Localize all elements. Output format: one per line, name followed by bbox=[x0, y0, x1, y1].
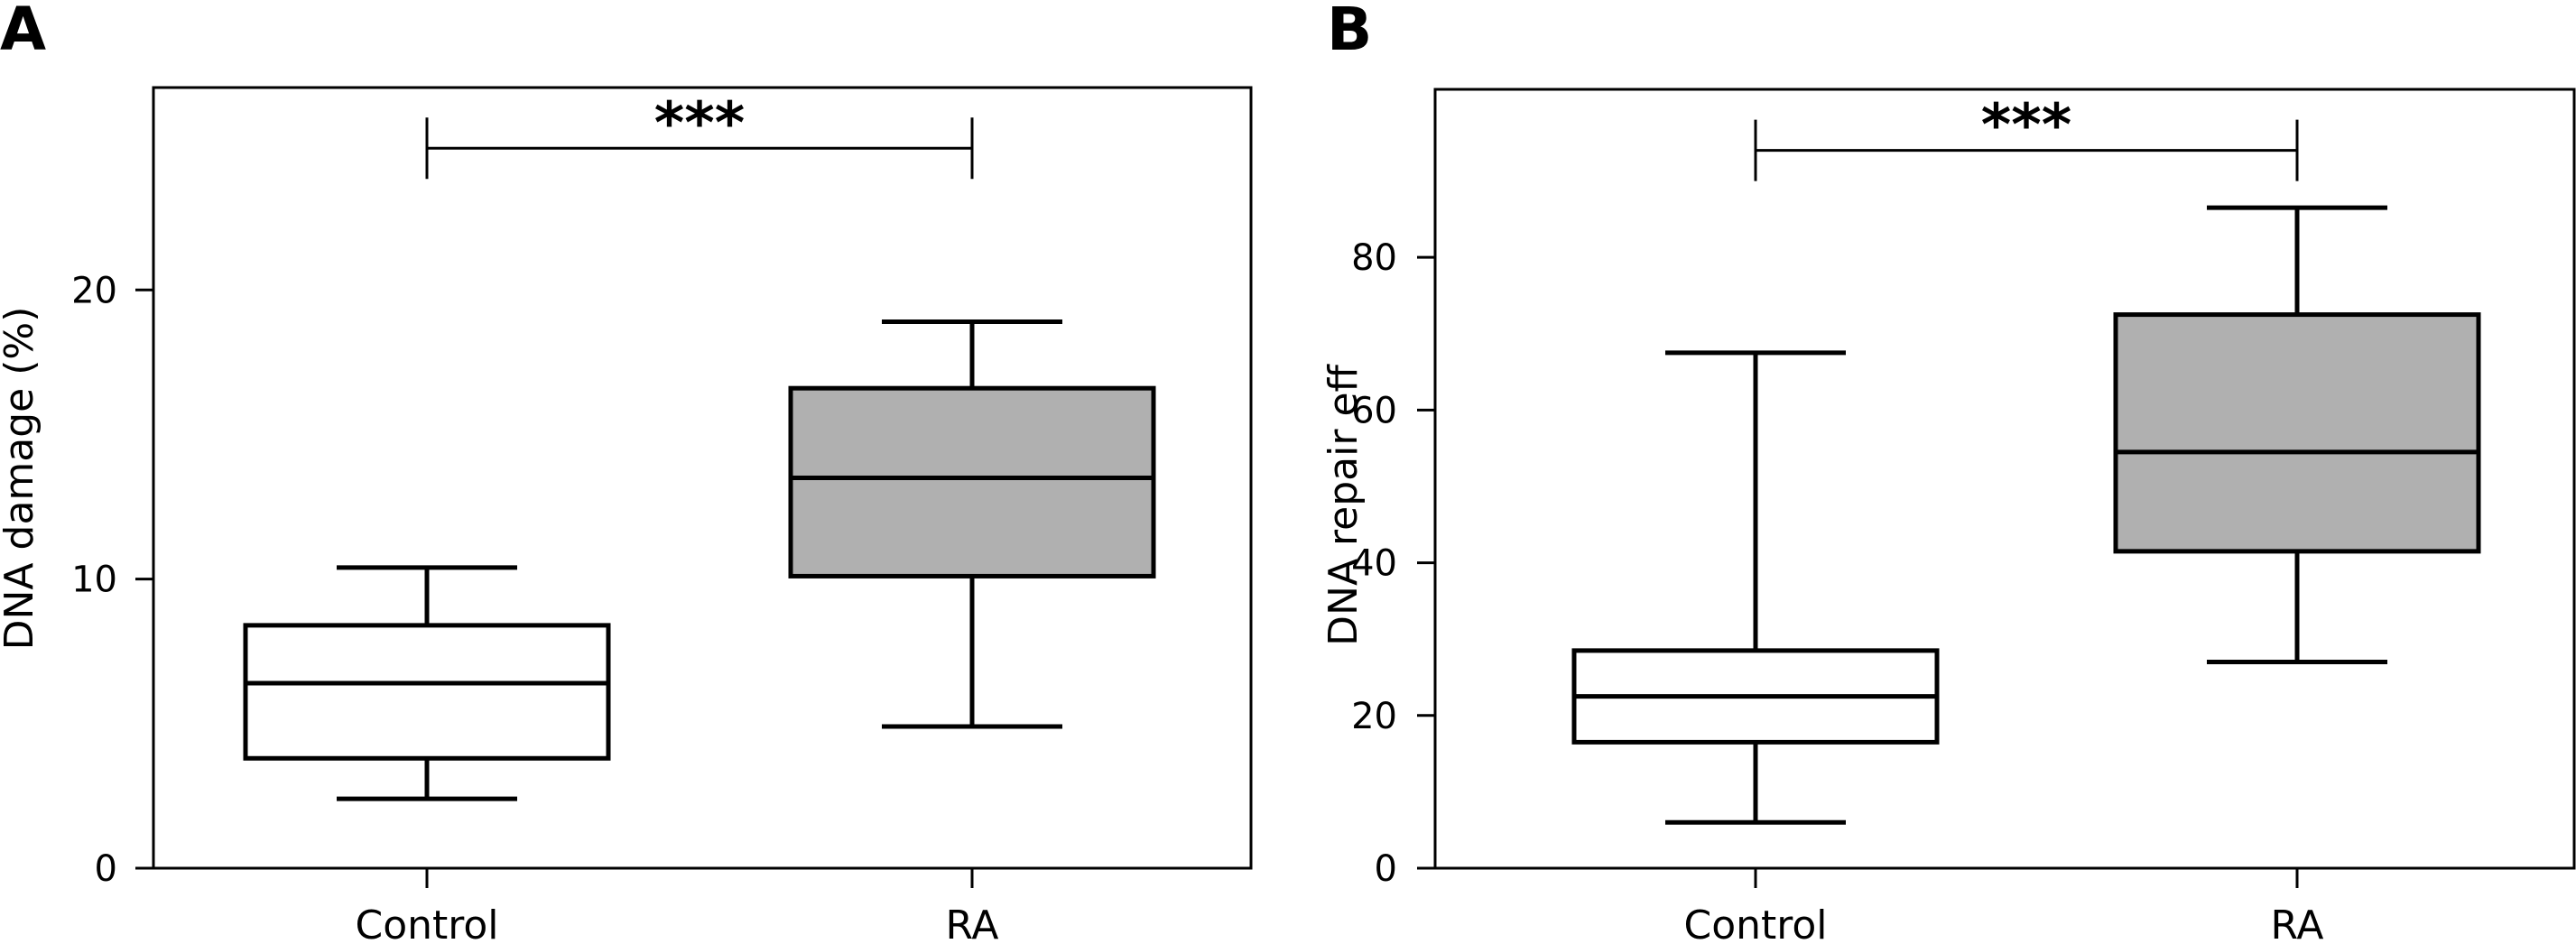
y-tick-label: 20 bbox=[71, 270, 117, 311]
significance-label: *** bbox=[654, 90, 745, 157]
y-tick-label: 0 bbox=[95, 848, 117, 890]
panel-label: A bbox=[0, 0, 46, 64]
significance-bracket: *** bbox=[1754, 93, 2299, 181]
y-axis: 0 20 40 60 80 bbox=[1351, 237, 1435, 890]
box-iqr bbox=[243, 623, 611, 761]
x-tick-label: RA bbox=[946, 902, 999, 944]
plot-frame bbox=[152, 86, 1253, 870]
y-tick-label: 10 bbox=[71, 560, 117, 601]
y-axis-title: DNA damage (%) bbox=[0, 307, 42, 651]
y-tick-label: 80 bbox=[1351, 237, 1397, 279]
plot-frame bbox=[1433, 88, 2576, 870]
box-series: Control RA bbox=[243, 319, 1156, 944]
box-iqr bbox=[788, 385, 1156, 578]
x-tick-label: Control bbox=[355, 902, 498, 944]
x-tick-label: RA bbox=[2271, 902, 2324, 944]
significance-label: *** bbox=[1981, 93, 2071, 160]
panel-b: B DNA repair eff 0 20 40 60 80 Control RA *** bbox=[1320, 0, 2576, 944]
panel-a: A DNA damage (%) 0 10 20 Control RA *** bbox=[0, 0, 1253, 944]
y-tick-label: 0 bbox=[1375, 848, 1397, 890]
box-iqr bbox=[2113, 312, 2481, 554]
y-tick-label: 60 bbox=[1351, 390, 1397, 431]
y-tick-label: 20 bbox=[1351, 696, 1397, 737]
y-axis-title: DNA repair eff bbox=[1320, 363, 1367, 645]
box-series: Control RA bbox=[1571, 205, 2481, 944]
y-axis: 0 10 20 bbox=[71, 270, 153, 890]
y-tick-label: 40 bbox=[1351, 543, 1397, 585]
significance-bracket: *** bbox=[425, 90, 974, 180]
panel-label: B bbox=[1327, 0, 1372, 64]
x-tick-label: Control bbox=[1683, 902, 1827, 944]
